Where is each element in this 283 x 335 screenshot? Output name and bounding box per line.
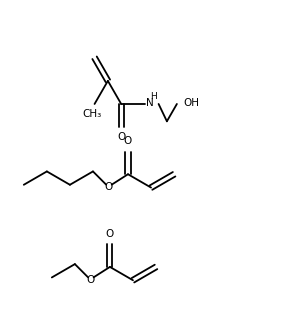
Text: N: N [146,97,154,108]
Text: O: O [124,136,132,146]
Text: H: H [150,92,157,101]
Text: CH₃: CH₃ [83,109,102,119]
Text: O: O [104,182,113,192]
Text: O: O [106,228,114,239]
Text: O: O [86,275,95,284]
Text: OH: OH [183,97,199,108]
Text: O: O [117,132,125,142]
